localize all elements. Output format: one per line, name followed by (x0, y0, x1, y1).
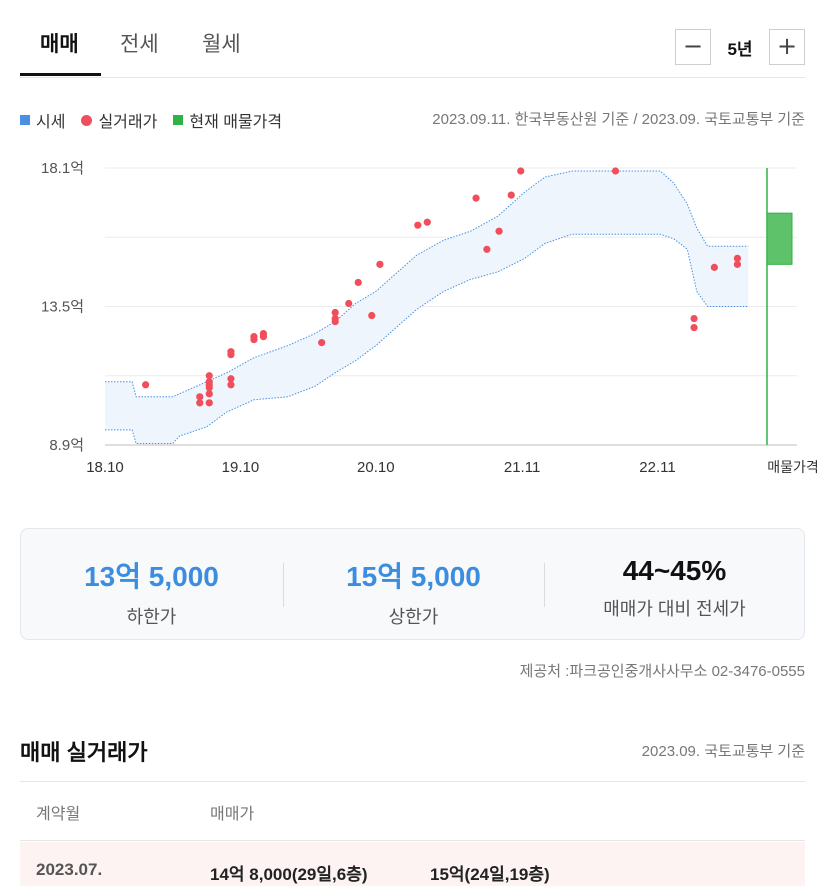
actual-price-point (611, 167, 620, 175)
decrease-period-button[interactable]: − (675, 29, 711, 65)
actual-price-point (205, 372, 213, 380)
y-tick-label: 18.1억 (41, 160, 84, 177)
summary-lower-price: 13억 5,000 하한가 (21, 555, 282, 629)
legend-item-listing-price: 현재 매물가격 (173, 108, 282, 132)
actual-price-point (483, 245, 491, 253)
section-source-note: 2023.09. 국토교통부 기준 (641, 743, 805, 760)
x-tick-label: 19.10 (222, 459, 260, 476)
period-value: 5년 (727, 39, 753, 59)
actual-price-point (227, 351, 235, 359)
legend-label: 현재 매물가격 (189, 114, 283, 131)
legend-item-actual-price: 실거래가 (81, 108, 157, 132)
period-stepper: − 5년 + (675, 29, 805, 65)
market-price-band-fill (105, 171, 749, 444)
provider-info: 제공처 :파크공인중개사사무소 02-3476-0555 (519, 663, 805, 680)
actual-price-point (495, 227, 503, 235)
actual-price-point (354, 278, 362, 287)
summary-label: 매매가 대비 전세가 (603, 599, 746, 619)
tab-jeonse[interactable]: 전세 (120, 33, 159, 56)
column-header-price: 매매가 (210, 806, 255, 823)
actual-price-point (142, 381, 150, 389)
square-swatch-icon (173, 115, 184, 125)
market-price-band (105, 170, 749, 444)
actual-price-point (205, 399, 213, 407)
actual-price-point (227, 375, 235, 383)
contract-month: 2023.07. (36, 860, 103, 879)
actual-price-points (142, 167, 741, 407)
actual-price-point (733, 260, 741, 268)
summary-label: 하한가 (126, 607, 177, 627)
summary-value: 44~45% (622, 555, 727, 586)
x-tick-label: 21.11 (504, 459, 540, 476)
x-tick-label: 20.10 (357, 459, 395, 476)
actual-price-point (414, 221, 422, 229)
y-tick-label: 13.5억 (41, 299, 84, 316)
column-header-contract-month: 계약월 (36, 806, 81, 823)
deal-type-tabs: 매매 전세 월세 (20, 0, 805, 78)
increase-period-button[interactable]: + (769, 29, 805, 65)
legend-label: 실거래가 (98, 114, 158, 131)
x-tick-label: 18.10 (86, 459, 124, 476)
deal-price: 15억(24일,19층) (430, 865, 550, 884)
square-swatch-icon (20, 115, 30, 125)
summary-upper-price: 15억 5,000 상한가 (283, 555, 544, 629)
summary-jeonse-ratio: 44~45% 매매가 대비 전세가 (544, 555, 805, 621)
actual-price-point (205, 384, 213, 392)
actual-price-point (227, 381, 235, 389)
actual-price-point (331, 308, 339, 317)
actual-price-point (517, 167, 525, 175)
y-tick-label: 8.9억 (49, 437, 84, 454)
actual-price-point (205, 390, 213, 398)
active-tab-indicator (20, 73, 101, 76)
summary-value: 13억 5,000 (84, 561, 219, 592)
actual-price-point (733, 254, 741, 262)
dot-swatch-icon (81, 114, 93, 126)
table-header: 계약월 매매가 (20, 781, 805, 841)
summary-label: 상한가 (388, 607, 439, 627)
legend-item-market-price: 시세 (20, 108, 65, 132)
actual-price-point (423, 218, 431, 226)
actual-price-point (196, 399, 204, 407)
actual-price-point (472, 194, 480, 202)
section-title: 매매 실거래가 (20, 740, 148, 765)
actual-price-point (376, 260, 384, 268)
actual-price-point (345, 299, 353, 308)
actual-price-point (250, 336, 258, 344)
listing-price-bar (766, 212, 793, 265)
actual-price-point (710, 263, 718, 271)
actual-price-point (368, 311, 376, 320)
price-chart: 18.1억 13.5억 8.9억 18.10 19.10 20.10 21.11 22.11… (41, 160, 819, 476)
summary-value: 15억 5,000 (346, 561, 481, 592)
deal-price: 14억 8,000(29일,6층) (210, 865, 368, 884)
y-axis-labels: 18.1억 13.5억 8.9억 (41, 160, 84, 454)
market-price-upper-line (105, 170, 749, 398)
table-row[interactable]: 2023.07. 14억 8,000(29일,6층) 15억(24일,19층) (20, 842, 805, 886)
actual-price-point (259, 333, 268, 341)
divider (544, 563, 545, 607)
chart-legend: 시세 실거래가 현재 매물가격 (20, 108, 298, 132)
actual-price-point (196, 393, 204, 401)
actual-price-point (318, 339, 326, 347)
price-summary-card: 13억 5,000 하한가 15억 5,000 상한가 44~45% 매매가 대… (20, 528, 805, 640)
tab-monthly-rent[interactable]: 월세 (202, 33, 241, 56)
tab-sale[interactable]: 매매 (40, 33, 79, 56)
actual-price-point (690, 314, 698, 323)
market-price-lower-line (105, 233, 749, 444)
actual-price-point (331, 317, 339, 326)
x-tick-label: 매물가격 (767, 459, 819, 475)
actual-price-point (690, 323, 698, 332)
legend-label: 시세 (36, 114, 66, 131)
divider (283, 563, 284, 607)
chart-source-note: 2023.09.11. 한국부동산원 기준 / 2023.09. 국토교통부 기… (432, 111, 805, 128)
x-axis-labels: 18.10 19.10 20.10 21.11 22.11 매물가격 (86, 459, 819, 476)
listing-price-range (766, 168, 793, 445)
actual-price-point (507, 191, 515, 199)
x-tick-label: 22.11 (639, 459, 675, 476)
